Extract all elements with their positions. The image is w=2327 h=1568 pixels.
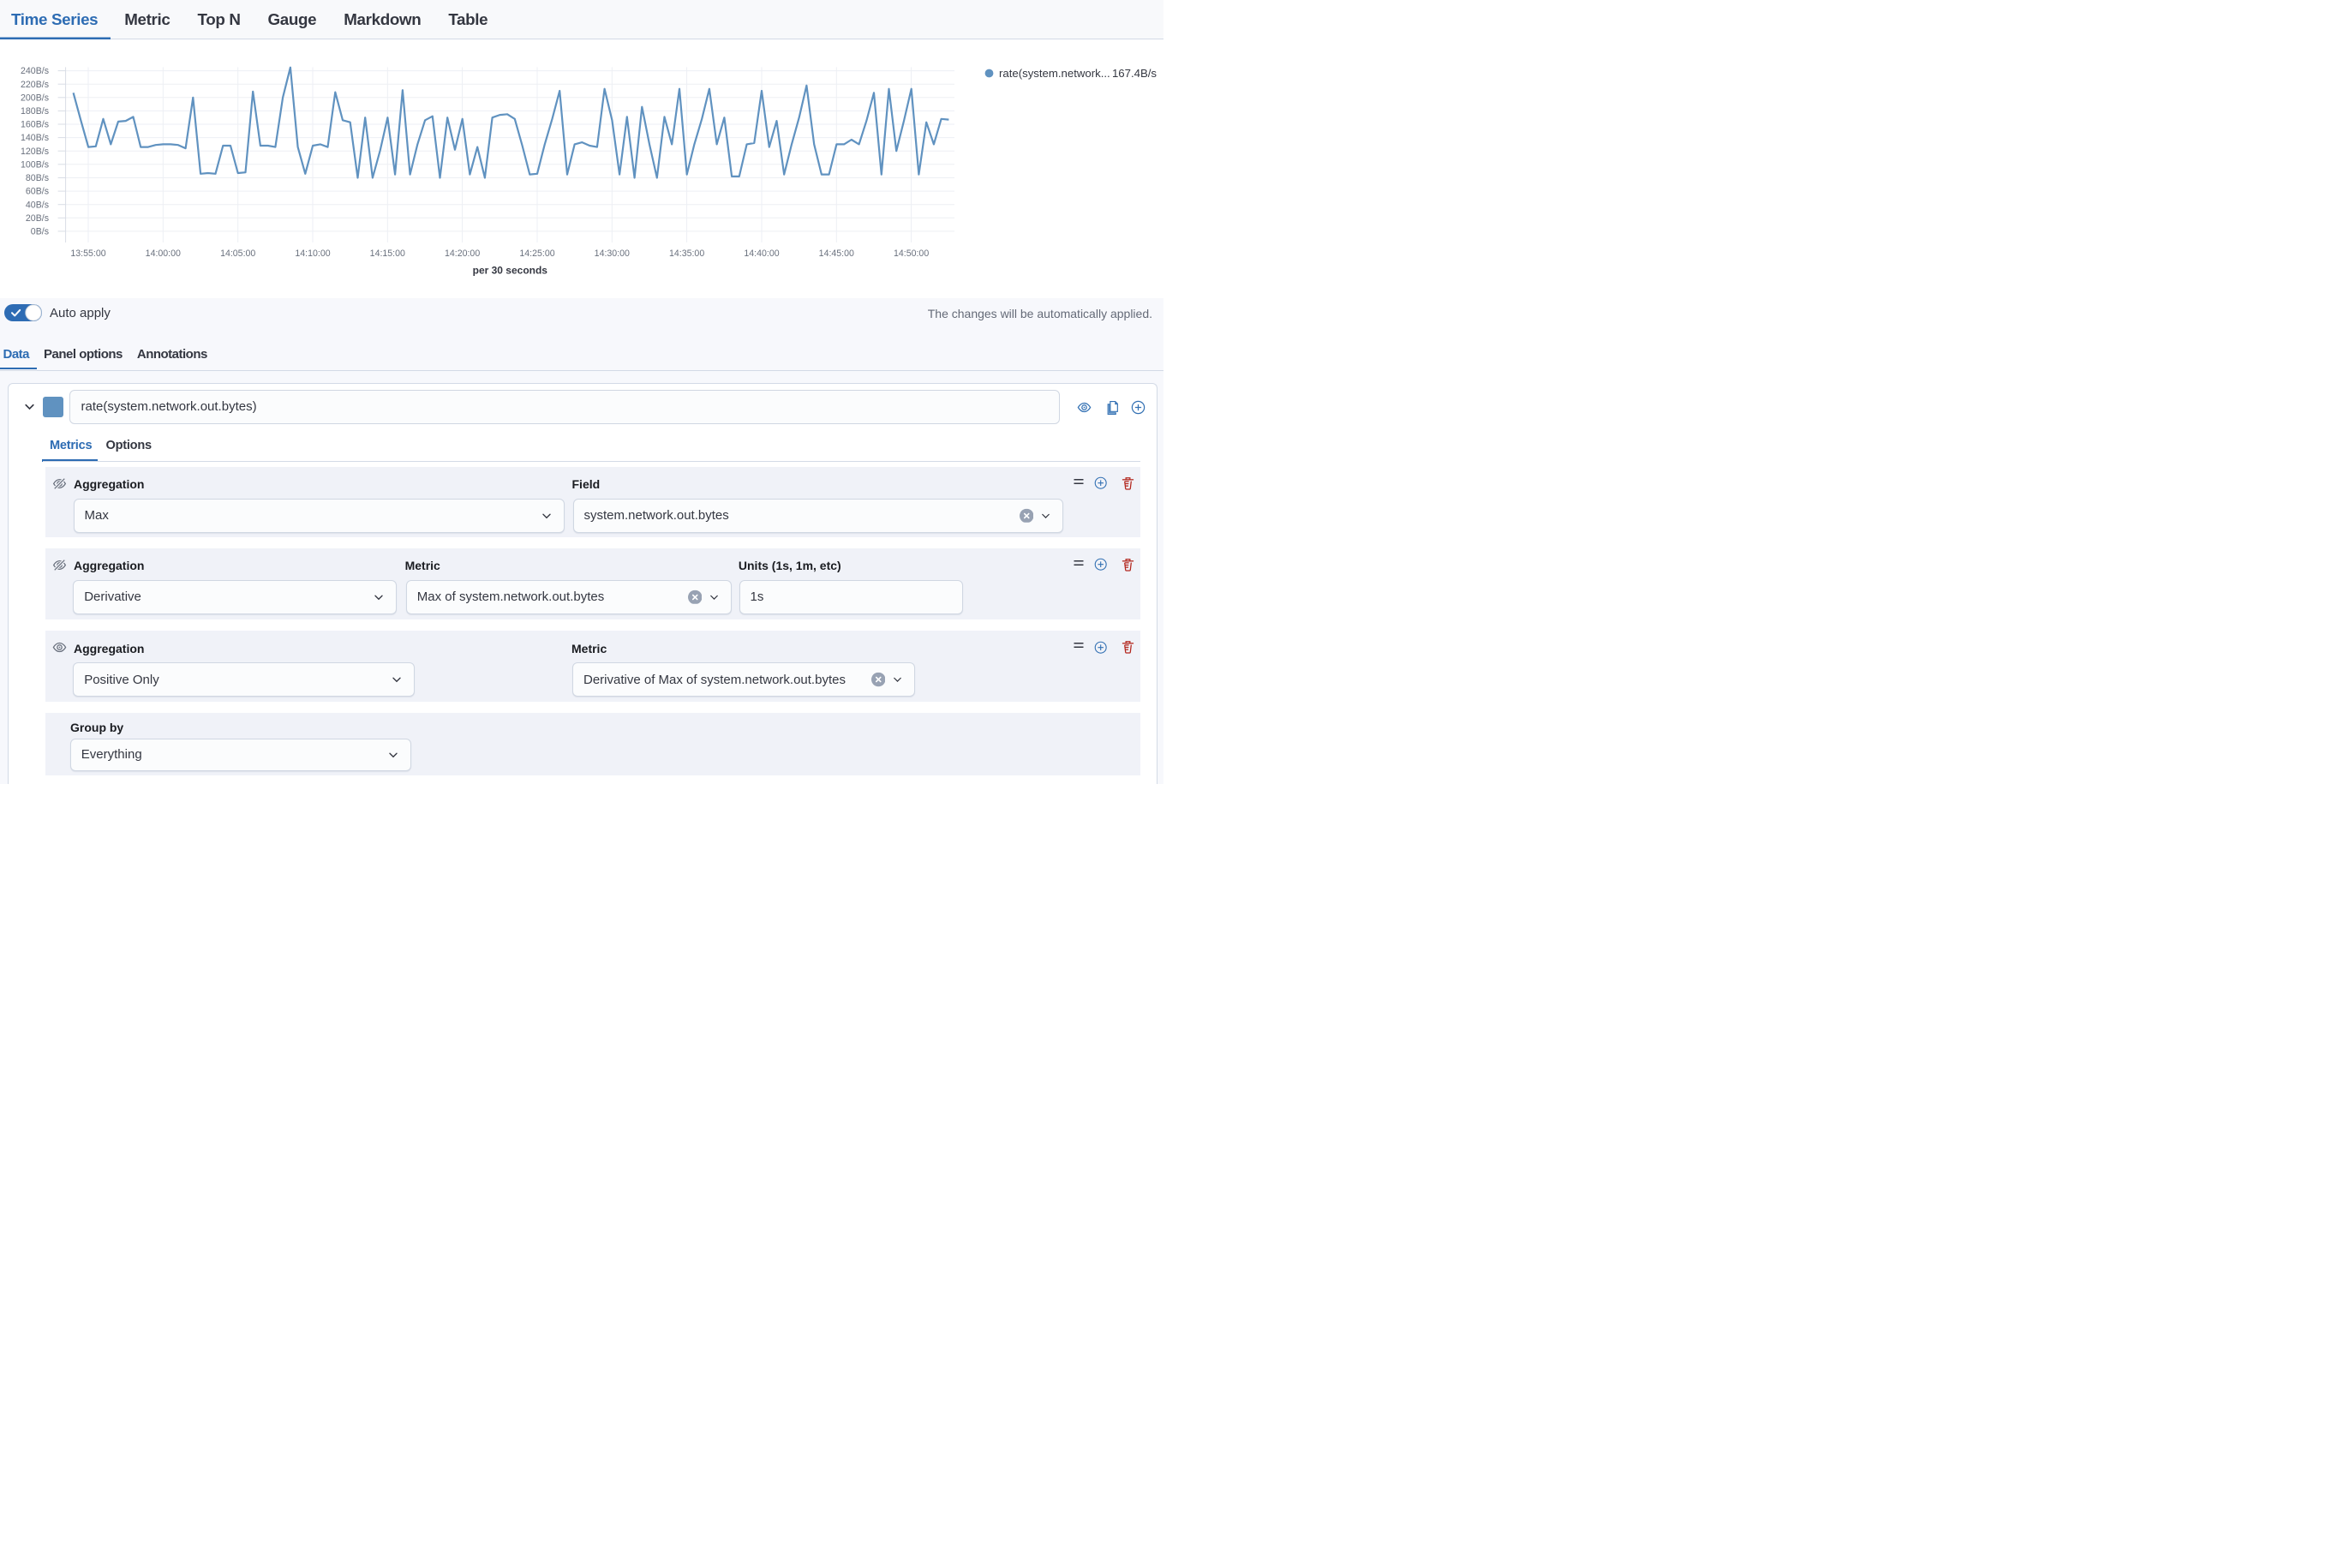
svg-text:rate(system.network...: rate(system.network... [999,67,1110,80]
svg-text:13:55:00: 13:55:00 [70,248,105,259]
svg-text:180B/s: 180B/s [21,106,49,117]
svg-text:14:10:00: 14:10:00 [295,248,330,259]
svg-text:40B/s: 40B/s [26,200,49,210]
svg-text:20B/s: 20B/s [26,213,49,224]
svg-text:per 30 seconds: per 30 seconds [473,265,548,277]
svg-text:14:30:00: 14:30:00 [595,248,630,259]
svg-text:14:50:00: 14:50:00 [894,248,929,259]
svg-text:14:15:00: 14:15:00 [370,248,405,259]
svg-text:14:35:00: 14:35:00 [669,248,704,259]
svg-text:100B/s: 100B/s [21,159,49,170]
svg-text:120B/s: 120B/s [21,147,49,157]
svg-text:220B/s: 220B/s [21,80,49,90]
svg-text:60B/s: 60B/s [26,187,49,197]
svg-text:14:05:00: 14:05:00 [220,248,255,259]
svg-text:80B/s: 80B/s [26,173,49,183]
svg-text:0B/s: 0B/s [31,227,49,237]
svg-text:14:25:00: 14:25:00 [519,248,554,259]
svg-text:14:45:00: 14:45:00 [819,248,854,259]
svg-text:240B/s: 240B/s [21,66,49,76]
svg-text:167.4B/s: 167.4B/s [1112,67,1157,80]
svg-text:200B/s: 200B/s [21,93,49,103]
svg-text:160B/s: 160B/s [21,120,49,130]
svg-text:14:40:00: 14:40:00 [744,248,779,259]
svg-text:14:20:00: 14:20:00 [445,248,480,259]
svg-text:14:00:00: 14:00:00 [146,248,181,259]
svg-text:140B/s: 140B/s [21,133,49,143]
